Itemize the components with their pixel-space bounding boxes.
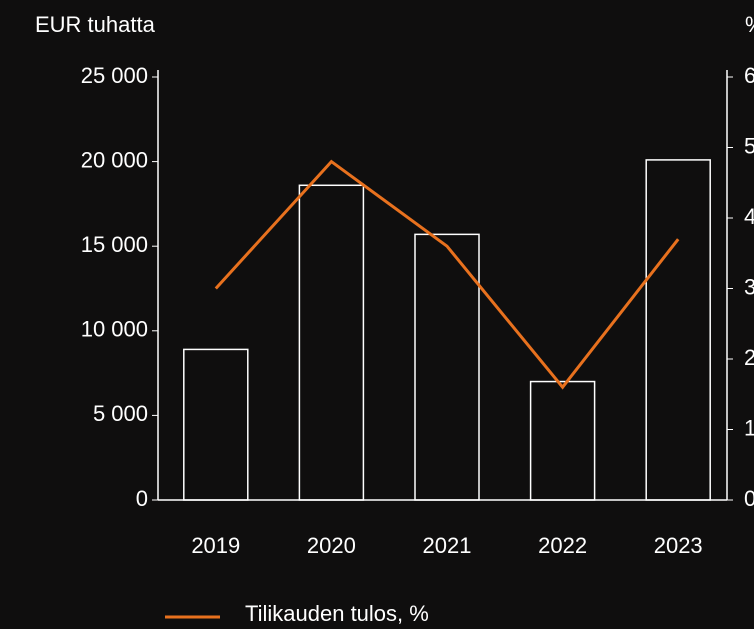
- x-tick-label: 2022: [538, 533, 587, 558]
- bar: [529, 380, 596, 501]
- y-tick-label: 5 000: [93, 401, 148, 426]
- y-tick-label: 20 000: [81, 147, 148, 172]
- y2-tick-label: 2: [744, 345, 754, 370]
- y2-tick-label: 3: [744, 274, 754, 299]
- x-tick-label: 2021: [423, 533, 472, 558]
- bar: [414, 233, 480, 501]
- legend-label: Tilikauden tulos, %: [245, 601, 429, 626]
- y2-tick-label: 5: [744, 133, 754, 158]
- bar: [183, 348, 249, 501]
- line-series: [214, 159, 680, 390]
- y-tick-label: 10 000: [81, 317, 148, 342]
- x-tick-label: 2020: [307, 533, 356, 558]
- y-tick-label: 0: [136, 486, 148, 511]
- y2-tick-label: 6: [744, 63, 754, 88]
- y2-tick-label: 4: [744, 204, 754, 229]
- x-tick-label: 2023: [654, 533, 703, 558]
- y2-tick-label: 1: [744, 415, 754, 440]
- bar: [645, 159, 711, 501]
- y2-tick-label: 0: [744, 486, 754, 511]
- y2-axis-title: %: [745, 12, 754, 37]
- y-tick-label: 25 000: [81, 63, 148, 88]
- bar: [298, 184, 365, 501]
- x-tick-label: 2019: [191, 533, 240, 558]
- y-tick-label: 15 000: [81, 232, 148, 257]
- y-axis-title: EUR tuhatta: [35, 12, 156, 37]
